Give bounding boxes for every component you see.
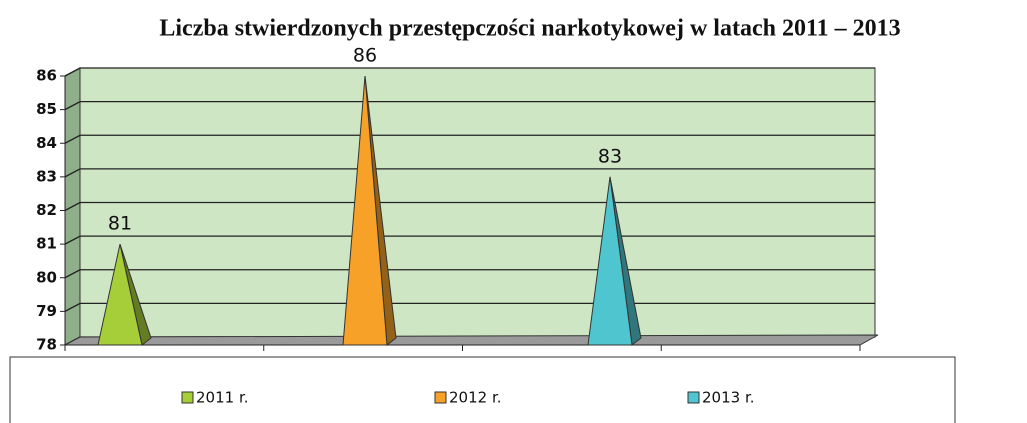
grid-line [64, 100, 875, 111]
data-label: 83 [598, 145, 622, 167]
y-tick-label: 85 [36, 100, 57, 118]
grid-line [64, 168, 875, 178]
y-tick-label: 84 [36, 134, 57, 152]
y-tick-label: 83 [36, 167, 57, 185]
y-tick-label: 81 [36, 235, 57, 253]
data-label: 81 [108, 213, 132, 235]
pyramid [587, 176, 633, 346]
grid-line [64, 67, 875, 77]
legend-label: 2013 r. [702, 389, 755, 407]
grid-line [64, 134, 875, 144]
chart-title: Liczba stwierdzonych przestępczości nark… [159, 16, 900, 42]
y-tick-label: 80 [36, 268, 57, 286]
y-tick-label: 79 [36, 302, 57, 320]
y-tick-label: 86 [36, 67, 57, 85]
pyramid [342, 75, 388, 346]
legend-label: 2012 r. [449, 389, 502, 407]
legend-swatch [434, 391, 447, 404]
y-tick-label: 82 [36, 201, 57, 219]
legend-label: 2011 r. [196, 389, 249, 407]
y-tick-label: 78 [36, 336, 57, 354]
floor [64, 334, 879, 346]
legend-swatch [687, 391, 700, 404]
pyramid [97, 244, 143, 346]
legend-swatch [181, 391, 194, 404]
legend-box [9, 356, 956, 423]
data-label: 86 [353, 45, 377, 67]
